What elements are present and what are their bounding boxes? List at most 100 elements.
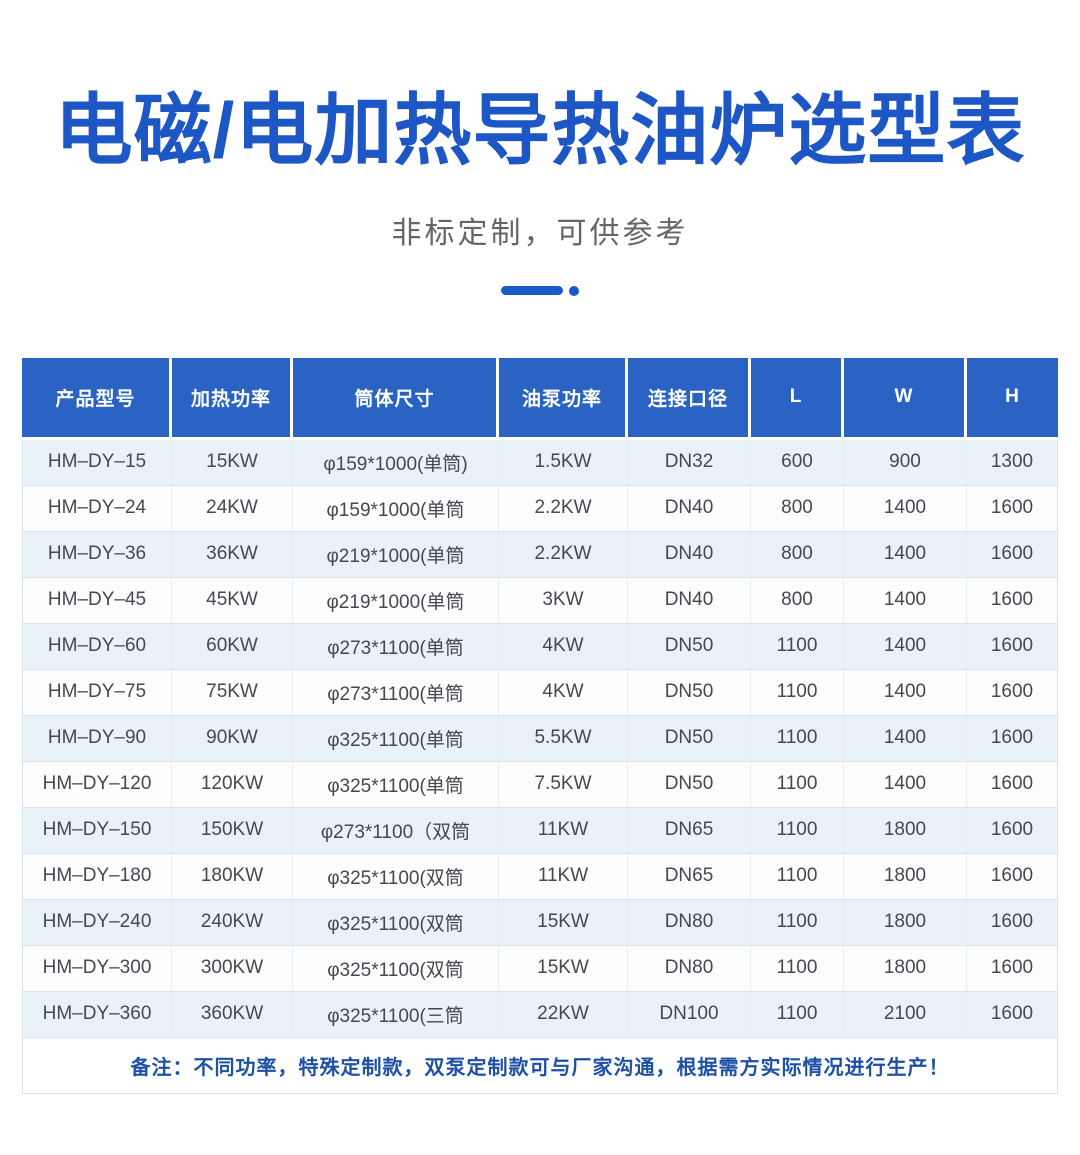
- table-cell: 1600: [967, 807, 1058, 854]
- table-cell: 180KW: [172, 853, 293, 900]
- table-cell: φ325*1100(双筒: [293, 899, 499, 946]
- table-cell: 1100: [751, 715, 844, 762]
- title-divider: [0, 285, 1080, 296]
- table-row: HM–DY–120 120KW φ325*1100(单筒 7.5KW DN50 1100 1…: [22, 761, 1058, 808]
- table-cell: 600: [751, 439, 844, 486]
- table-cell: 5.5KW: [499, 715, 628, 762]
- table-cell: DN50: [628, 715, 751, 762]
- table-cell: HM–DY–180: [22, 853, 172, 900]
- table-cell: 15KW: [499, 945, 628, 992]
- table-cell: 1600: [967, 531, 1058, 578]
- table-cell: DN50: [628, 669, 751, 716]
- table-row: HM–DY–60 60KW φ273*1100(单筒 4KW DN50 1100 1400 1…: [22, 623, 1058, 670]
- table-cell: φ325*1100(双筒: [293, 945, 499, 992]
- table-row: HM–DY–240 240KW φ325*1100(双筒 15KW DN80 1100 18…: [22, 899, 1058, 946]
- table-cell: 1400: [844, 485, 967, 532]
- table-cell: 240KW: [172, 899, 293, 946]
- table-row: HM–DY–150 150KW φ273*1100（双筒 11KW DN65 1100 18…: [22, 807, 1058, 854]
- table-cell: φ219*1000(单筒: [293, 531, 499, 578]
- table-cell: HM–DY–300: [22, 945, 172, 992]
- table-cell: 1600: [967, 761, 1058, 808]
- table-header-row: 产品型号 加热功率 筒体尺寸 油泵功率 连接口径 L W H: [22, 357, 1058, 440]
- table-cell: 90KW: [172, 715, 293, 762]
- table-cell: HM–DY–90: [22, 715, 172, 762]
- table-cell: 1100: [751, 945, 844, 992]
- table-cell: DN65: [628, 807, 751, 854]
- table-cell: 36KW: [172, 531, 293, 578]
- selection-table: 产品型号 加热功率 筒体尺寸 油泵功率 连接口径 L W H HM–DY–15 15KW φ159…: [22, 357, 1058, 1094]
- table-cell: 900: [844, 439, 967, 486]
- table-header-cell: 加热功率: [172, 357, 293, 440]
- table-cell: 1600: [967, 485, 1058, 532]
- table-header-cell: 产品型号: [22, 357, 172, 440]
- table-row: HM–DY–45 45KW φ219*1000(单筒 3KW DN40 800 1400 16…: [22, 577, 1058, 624]
- table-cell: 1800: [844, 853, 967, 900]
- table-cell: 1800: [844, 945, 967, 992]
- table-cell: DN50: [628, 623, 751, 670]
- table-cell: 1400: [844, 715, 967, 762]
- table-cell: 1100: [751, 623, 844, 670]
- table-header-cell: W: [844, 357, 967, 440]
- table-cell: φ325*1100(三筒: [293, 991, 499, 1038]
- table-row: HM–DY–360 360KW φ325*1100(三筒 22KW DN100 1100 2…: [22, 991, 1058, 1038]
- table-cell: 1600: [967, 623, 1058, 670]
- table-header-cell: H: [967, 357, 1058, 440]
- table-cell: HM–DY–120: [22, 761, 172, 808]
- table-cell: 15KW: [499, 899, 628, 946]
- table-cell: 1100: [751, 899, 844, 946]
- table-cell: 800: [751, 577, 844, 624]
- table-cell: 11KW: [499, 853, 628, 900]
- table-cell: DN50: [628, 761, 751, 808]
- table-cell: 1800: [844, 899, 967, 946]
- table-cell: HM–DY–240: [22, 899, 172, 946]
- table-cell: 1100: [751, 807, 844, 854]
- table-cell: 1400: [844, 531, 967, 578]
- table-cell: 1600: [967, 899, 1058, 946]
- table-note-row: 备注：不同功率，特殊定制款，双泵定制款可与厂家沟通，根据需方实际情况进行生产！: [22, 1037, 1058, 1094]
- table-cell: 800: [751, 485, 844, 532]
- table-cell: 1600: [967, 669, 1058, 716]
- table-cell: 4KW: [499, 669, 628, 716]
- table-cell: 7.5KW: [499, 761, 628, 808]
- page-subtitle: 非标定制，可供参考: [391, 216, 689, 250]
- table-cell: φ325*1100(单筒: [293, 715, 499, 762]
- table-cell: 75KW: [172, 669, 293, 716]
- table-cell: 1100: [751, 853, 844, 900]
- table-cell: 1600: [967, 853, 1058, 900]
- table-cell: 800: [751, 531, 844, 578]
- table-cell: 150KW: [172, 807, 293, 854]
- table-row: HM–DY–300 300KW φ325*1100(双筒 15KW DN80 1100 18…: [22, 945, 1058, 992]
- table-row: HM–DY–90 90KW φ325*1100(单筒 5.5KW DN50 1100 140…: [22, 715, 1058, 762]
- table-header-cell: L: [751, 357, 844, 440]
- table-cell: 1300: [967, 439, 1058, 486]
- divider-dot: [569, 285, 579, 296]
- table-cell: 1100: [751, 991, 844, 1038]
- table-cell: DN40: [628, 485, 751, 532]
- table-cell: DN32: [628, 439, 751, 486]
- table-cell: 1600: [967, 991, 1058, 1038]
- table-cell: 45KW: [172, 577, 293, 624]
- table-cell: HM–DY–150: [22, 807, 172, 854]
- table-cell: 2.2KW: [499, 485, 628, 532]
- table-cell: φ273*1100(单筒: [293, 623, 499, 670]
- table-row: HM–DY–24 24KW φ159*1000(单筒 2.2KW DN40 800 1400…: [22, 485, 1058, 532]
- table-cell: 15KW: [172, 439, 293, 486]
- table-cell: DN40: [628, 577, 751, 624]
- table-cell: 3KW: [499, 577, 628, 624]
- table-cell: 60KW: [172, 623, 293, 670]
- table-cell: 1400: [844, 577, 967, 624]
- table-cell: φ159*1000(单筒: [293, 485, 499, 532]
- table-body: HM–DY–15 15KW φ159*1000(单筒) 1.5KW DN32 600 900…: [22, 439, 1058, 1094]
- table-cell: 1600: [967, 577, 1058, 624]
- table-cell: HM–DY–60: [22, 623, 172, 670]
- table-header-cell: 筒体尺寸: [293, 357, 499, 440]
- table-cell: 1100: [751, 761, 844, 808]
- table-cell: 300KW: [172, 945, 293, 992]
- table-cell: 1.5KW: [499, 439, 628, 486]
- table-row: HM–DY–36 36KW φ219*1000(单筒 2.2KW DN40 800 1400…: [22, 531, 1058, 578]
- table-cell: 1100: [751, 669, 844, 716]
- table-cell: HM–DY–15: [22, 439, 172, 486]
- table-cell: DN80: [628, 945, 751, 992]
- table-cell: 1600: [967, 945, 1058, 992]
